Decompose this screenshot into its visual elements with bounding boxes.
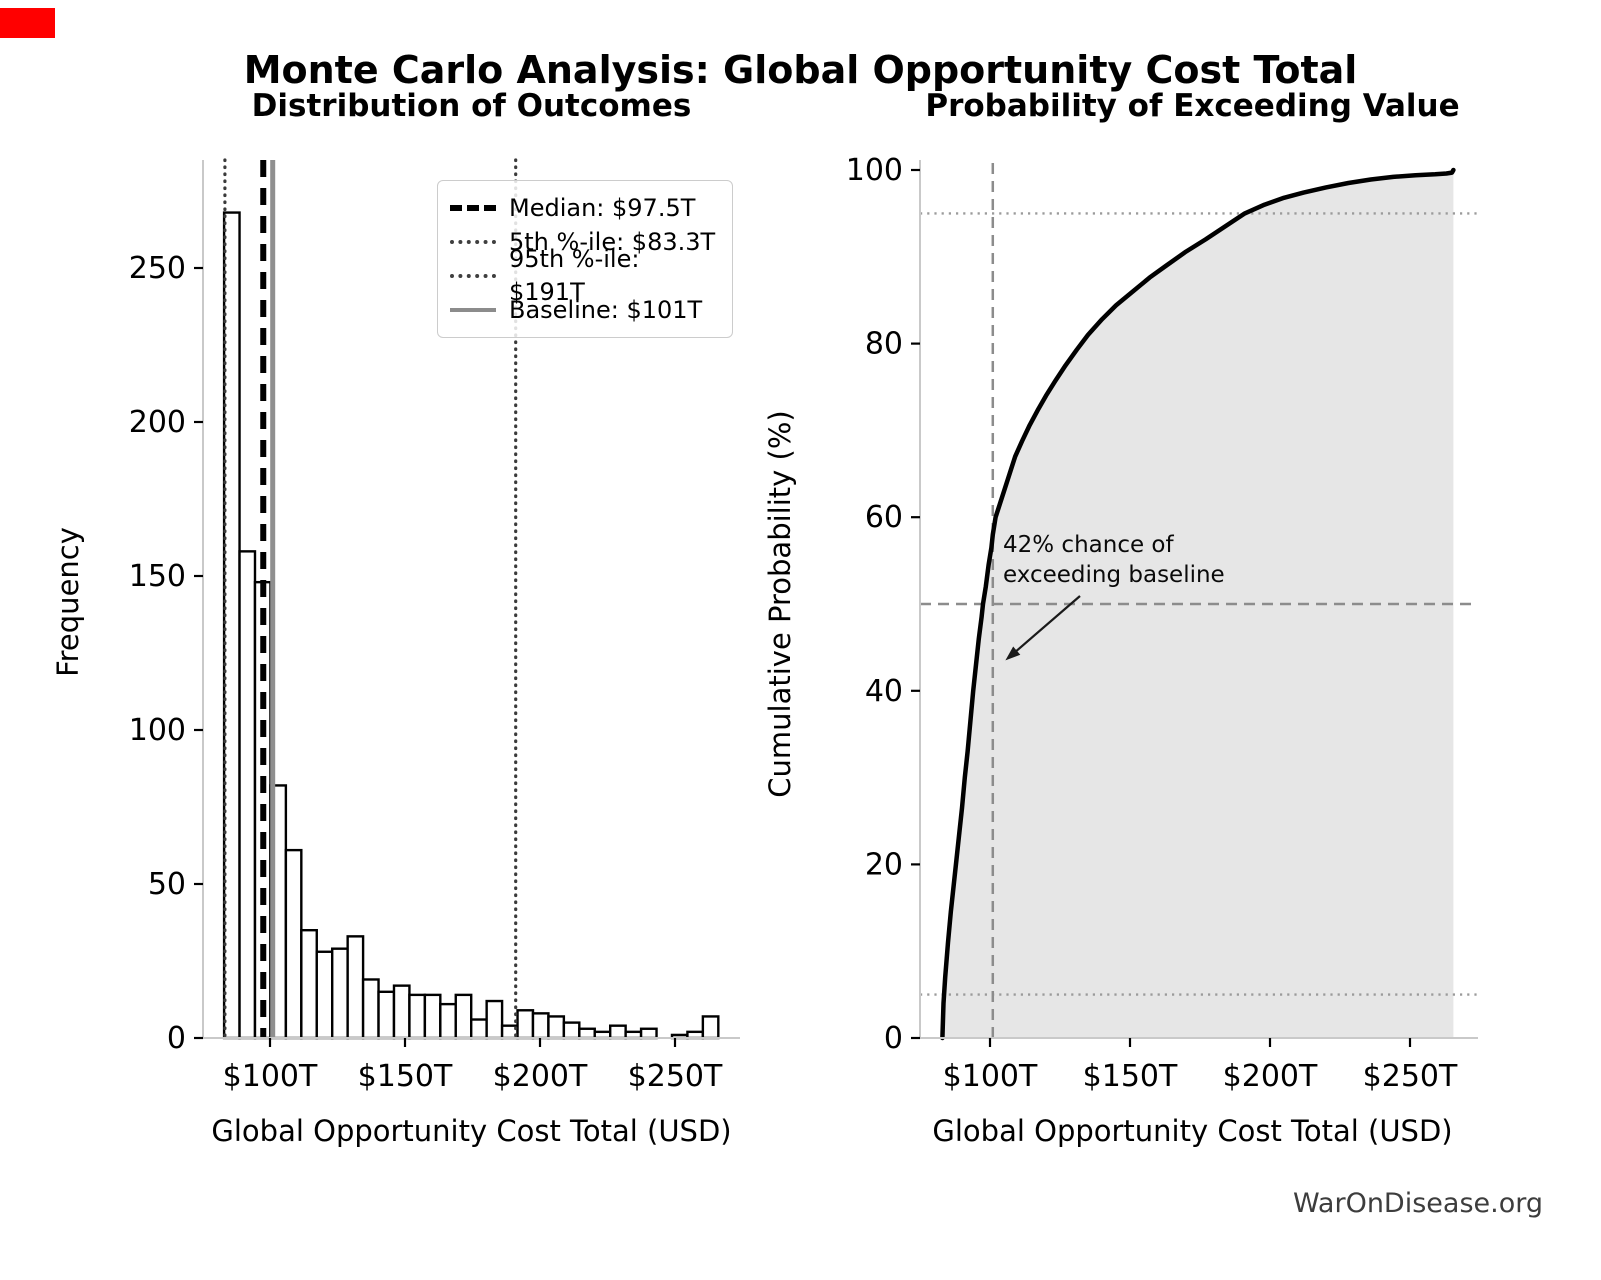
left-plot-title: Distribution of Outcomes xyxy=(251,88,692,124)
legend-item-95th-percentile: 95th %-ile: $191T xyxy=(450,245,720,306)
histogram-bar xyxy=(485,999,504,1040)
right-x-axis-label: Global Opportunity Cost Total (USD) xyxy=(932,1114,1453,1148)
histogram-bar xyxy=(238,550,257,1040)
histogram-bar xyxy=(284,848,303,1040)
legend-dotted-line-sample xyxy=(450,240,496,244)
hist-y-tick-label: 50 xyxy=(148,867,186,902)
hist-y-tick-label: 100 xyxy=(129,713,186,748)
cdf-curve xyxy=(940,167,1456,1041)
left-x-axis-label: Global Opportunity Cost Total (USD) xyxy=(211,1114,732,1148)
legend-dotted-line-sample xyxy=(450,274,496,278)
watermark: WarOnDisease.org xyxy=(1292,1188,1543,1219)
histogram-bar xyxy=(408,993,427,1040)
histogram-bar xyxy=(639,1027,658,1040)
histogram-bar xyxy=(516,1009,535,1040)
red-marker xyxy=(0,8,55,38)
cdf-y-tick-label: 20 xyxy=(865,847,903,882)
histogram-bar xyxy=(392,984,411,1040)
histogram-bar xyxy=(423,993,442,1040)
legend-label: Baseline: $101T xyxy=(509,295,703,324)
legend-item-median: Median: $97.5T xyxy=(450,191,720,225)
histogram-bar xyxy=(701,1015,720,1040)
cdf-y-tick-label: 100 xyxy=(846,153,903,188)
hist-x-tick-label: $150T xyxy=(358,1059,453,1094)
histogram-bar xyxy=(562,1021,581,1040)
cdf-x-tick-label: $100T xyxy=(943,1059,1038,1094)
cdf-y-tick-label: 40 xyxy=(865,674,903,709)
legend-label: Median: $97.5T xyxy=(509,193,696,222)
legend-label: 95th %-ile: $191T xyxy=(509,245,640,306)
legend-item-5th-percentile: 5th %-ile: $83.3T xyxy=(450,225,720,259)
hist-y-tick-label: 250 xyxy=(129,251,186,286)
hist-y-tick-label: 0 xyxy=(167,1021,186,1056)
annotation-arrow-head xyxy=(1005,646,1021,661)
histogram-bar xyxy=(300,929,318,1040)
histogram-bar xyxy=(361,978,380,1040)
cdf-x-tick-label: $200T xyxy=(1223,1059,1318,1094)
cdf-y-tick-label: 80 xyxy=(865,327,903,362)
cdf-y-tick-label: 60 xyxy=(865,500,903,535)
histogram-bar xyxy=(531,1012,550,1040)
hist-y-tick-label: 200 xyxy=(129,405,186,440)
legend-item-baseline: Baseline: $101T xyxy=(450,293,720,327)
histogram-bar xyxy=(578,1027,596,1040)
histogram-bar xyxy=(377,990,396,1040)
cdf-y-tick-label: 0 xyxy=(884,1021,903,1056)
histogram-bar xyxy=(547,1015,566,1040)
hist-x-tick-label: $200T xyxy=(493,1059,588,1094)
histogram-bar xyxy=(331,947,349,1040)
histogram-bar xyxy=(315,950,334,1040)
hist-x-tick-label: $100T xyxy=(223,1059,318,1094)
left-y-axis-label: Frequency xyxy=(51,527,85,677)
histogram-bar xyxy=(222,211,241,1040)
hist-y-tick-label: 150 xyxy=(129,559,186,594)
histogram-bar xyxy=(454,993,473,1040)
legend-label: 5th %-ile: $83.3T xyxy=(509,227,716,256)
legend-solid-line-sample xyxy=(450,308,496,312)
right-y-axis-label: Cumulative Probability (%) xyxy=(763,410,797,798)
cdf-x-tick-label: $150T xyxy=(1083,1059,1178,1094)
histogram-bar xyxy=(470,1018,488,1040)
histogram-bar xyxy=(609,1024,627,1040)
annotation-text: 42% chance of exceeding baseline xyxy=(1003,532,1225,588)
legend: Median: $97.5T 5th %-ile: $83.3T 95th %-… xyxy=(437,180,733,338)
annotation-arrow-line xyxy=(1009,595,1081,658)
cdf-x-tick-label: $250T xyxy=(1363,1059,1458,1094)
histogram-bar xyxy=(439,1002,457,1040)
histogram-bar xyxy=(346,935,365,1040)
right-plot-title: Probability of Exceeding Value xyxy=(925,88,1460,124)
hist-x-tick-label: $250T xyxy=(628,1059,723,1094)
legend-dashed-line-sample xyxy=(450,205,496,211)
figure-title: Monte Carlo Analysis: Global Opportunity… xyxy=(243,48,1358,92)
